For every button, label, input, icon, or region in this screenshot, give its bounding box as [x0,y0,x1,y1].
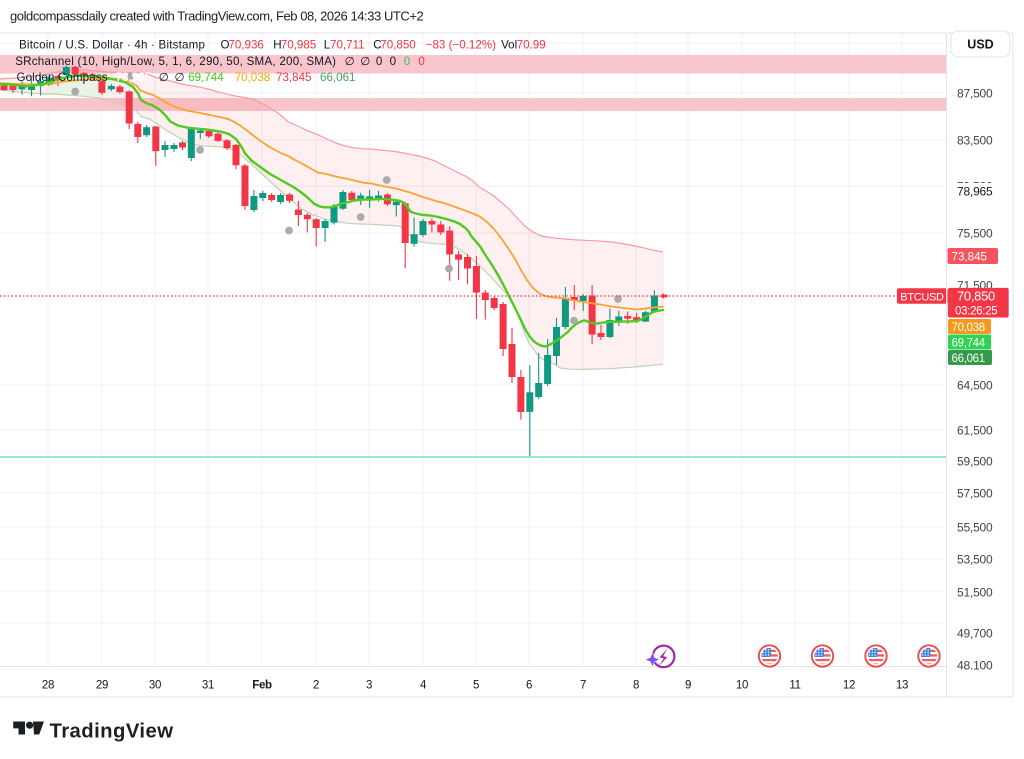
svg-text:−83 (−0.12%): −83 (−0.12%) [426,38,496,51]
svg-text:31: 31 [202,680,214,692]
svg-text:11: 11 [789,680,800,692]
svg-text:4: 4 [420,680,427,692]
svg-text:53,500: 53,500 [957,552,993,566]
svg-text:6: 6 [526,680,532,692]
svg-text:70,038: 70,038 [952,322,985,334]
svg-text:70.99: 70.99 [517,38,546,51]
svg-text:2: 2 [313,680,319,692]
svg-text:03:26:25: 03:26:25 [955,305,997,317]
svg-text:Golden Compass: Golden Compass [17,71,108,84]
svg-text:0: 0 [418,55,424,68]
svg-text:70,850: 70,850 [957,289,995,304]
svg-text:10: 10 [736,680,748,692]
svg-text:∅: ∅ [159,71,169,84]
svg-text:28: 28 [42,680,54,692]
svg-text:87,500: 87,500 [957,86,993,100]
svg-text:48.100: 48.100 [957,658,993,672]
svg-text:66,061: 66,061 [320,71,355,84]
svg-text:70,985: 70,985 [281,38,316,51]
svg-text:3: 3 [366,680,372,692]
svg-text:H: H [273,38,281,51]
svg-text:8: 8 [633,680,639,692]
svg-text:75,500: 75,500 [957,226,993,240]
svg-text:13: 13 [896,680,908,692]
svg-text:SRchannel (10, High/Low, 5, 1,: SRchannel (10, High/Low, 5, 1, 6, 290, 5… [15,55,336,68]
svg-text:7: 7 [580,680,586,692]
svg-text:goldcompassdaily created with: goldcompassdaily created with TradingVie… [10,8,424,23]
svg-text:49,700: 49,700 [957,626,993,640]
svg-text:70,711: 70,711 [330,38,365,51]
svg-text:73,845: 73,845 [276,71,311,84]
svg-text:0: 0 [404,55,410,68]
svg-text:9: 9 [685,680,691,692]
svg-text:83,500: 83,500 [957,133,993,147]
svg-text:USD: USD [967,37,993,51]
svg-text:∅: ∅ [175,71,185,84]
svg-text:C: C [373,38,381,51]
svg-text:BTCUSD: BTCUSD [900,291,944,303]
svg-text:70,936: 70,936 [228,38,263,51]
svg-text:64,500: 64,500 [957,378,993,392]
svg-text:∅: ∅ [360,55,370,68]
svg-text:0: 0 [390,55,396,68]
svg-text:78,965: 78,965 [116,71,152,84]
svg-text:Vol: Vol [501,38,517,51]
svg-text:30: 30 [149,680,161,692]
svg-text:70,850: 70,850 [380,38,415,51]
svg-text:66,061: 66,061 [952,353,985,365]
svg-text:29: 29 [96,680,108,692]
svg-text:TradingView: TradingView [50,721,174,743]
svg-text:5: 5 [473,680,479,692]
svg-text:73,845: 73,845 [952,250,987,263]
svg-text:O: O [221,38,230,51]
svg-text:57,500: 57,500 [957,486,993,500]
svg-text:L: L [324,38,331,51]
svg-text:61,500: 61,500 [957,423,993,437]
svg-text:51,500: 51,500 [957,585,993,599]
svg-text:55,500: 55,500 [957,520,993,534]
svg-text:59,500: 59,500 [957,454,993,468]
svg-text:Feb: Feb [252,680,272,692]
svg-text:70,038: 70,038 [235,71,270,84]
svg-text:12: 12 [843,680,855,692]
svg-text:0: 0 [376,55,382,68]
svg-text:69,744: 69,744 [952,337,986,349]
svg-text:69,744: 69,744 [188,71,224,84]
svg-text:78,965: 78,965 [957,184,993,198]
svg-text:∅: ∅ [345,55,355,68]
svg-text:Bitcoin / U.S. Dollar · 4h · B: Bitcoin / U.S. Dollar · 4h · Bitstamp [19,38,205,51]
